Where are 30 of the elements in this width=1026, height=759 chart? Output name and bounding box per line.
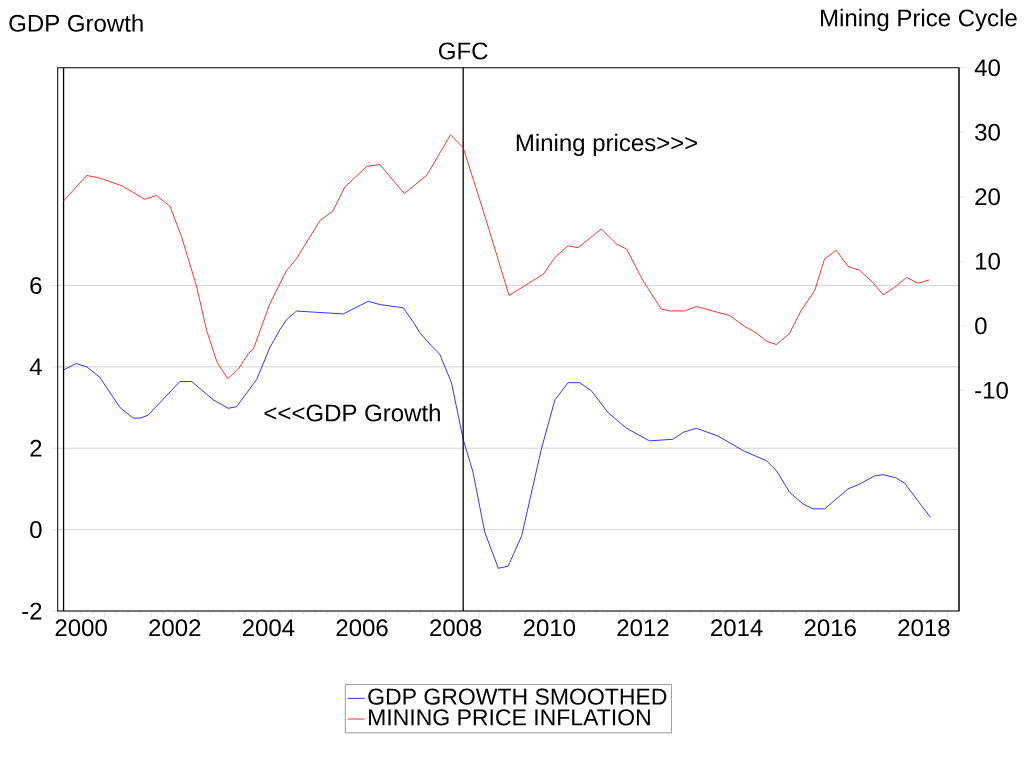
- y-tick-label: 0: [30, 521, 42, 539]
- x-tick-label: 2000: [55, 619, 107, 637]
- x-tick-label: 2016: [804, 619, 856, 637]
- y2-tick-label: 30: [975, 123, 1000, 141]
- y-tick-label: 4: [29, 358, 42, 376]
- legend-label: GDP GROWTH SMOOTHED: [368, 688, 667, 705]
- x-tick-label: 2014: [711, 619, 763, 637]
- x-tick-label: 2008: [430, 619, 482, 637]
- y2-axis-title: Mining Price Cycle: [821, 8, 1017, 32]
- x-tick-label: 2012: [617, 619, 669, 637]
- line-series: [62, 134, 930, 380]
- y2-tick-label: 20: [975, 188, 1000, 206]
- x-tick-label: 2010: [523, 619, 576, 637]
- y-tick-label: 6: [30, 276, 42, 294]
- y2-tick-label: 40: [974, 59, 1000, 77]
- x-tick-label: 2002: [149, 619, 201, 637]
- y2-tick-label: 0: [975, 317, 987, 335]
- annotation: <<<GDP Growth: [264, 403, 440, 422]
- x-tick-label: 2018: [898, 619, 950, 637]
- y-tick-label: -2: [22, 602, 42, 620]
- y-tick-label: 2: [30, 439, 42, 457]
- legend-label: MINING PRICE INFLATION: [369, 709, 650, 726]
- y2-tick-label: 10: [976, 252, 1000, 270]
- y-axis-title: GDP Growth: [9, 14, 143, 32]
- x-tick-label: 2006: [336, 619, 388, 637]
- line-series: [62, 300, 931, 569]
- y2-tick-label: -10: [975, 381, 1008, 399]
- annotation: Mining prices>>>: [516, 133, 698, 157]
- ref-line-label: GFC: [439, 42, 488, 60]
- x-tick-label: 2004: [242, 619, 295, 637]
